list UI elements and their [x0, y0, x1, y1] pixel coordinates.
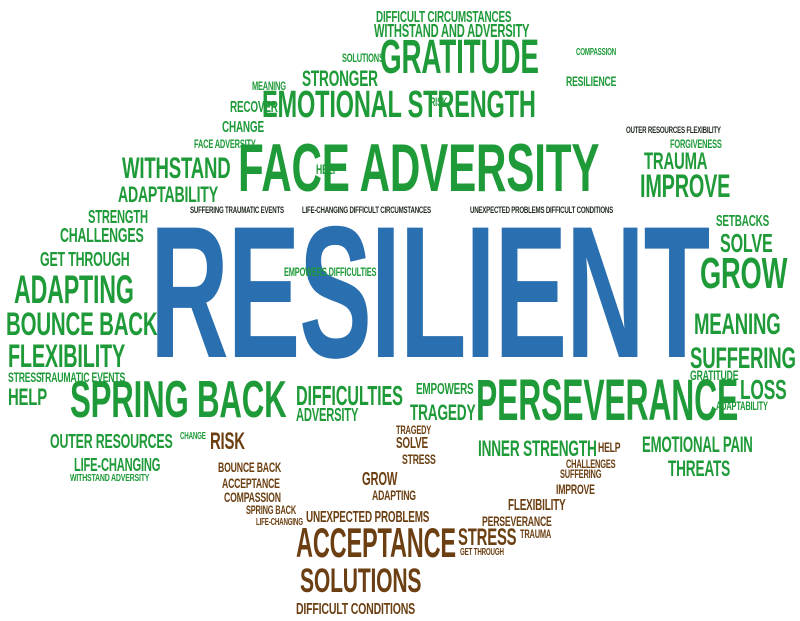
word-withstand: WITHSTAND [122, 152, 231, 185]
word-flexibility: FLEXIBILITY [8, 338, 125, 374]
word-help-brown: HELP [598, 439, 621, 455]
word-grow-brown: GROW [362, 469, 398, 489]
word-improve: IMPROVE [640, 168, 731, 204]
word-unexpected-problems: UNEXPECTED PROBLEMS [306, 509, 430, 526]
word-difficult-circumstances: DIFFICULT CIRCUMSTANCES [376, 9, 512, 26]
word-emotional-strength: EMOTIONAL STRENGTH [262, 84, 536, 126]
word-emotional-pain: EMOTIONAL PAIN [642, 432, 753, 457]
word-stronger: STRONGER [302, 66, 378, 91]
word-difficult-conditions: DIFFICULT CONDITIONS [296, 601, 416, 618]
word-loss: LOSS [740, 374, 787, 405]
word-help-green: HELP [316, 161, 339, 177]
word-acceptance-small: ACCEPTANCE [222, 475, 280, 491]
word-life-changing-difficult-circumstances: LIFE-CHANGING DIFFICULT CIRCUMSTANCES [302, 205, 431, 215]
word-recover: RECOVER [230, 99, 278, 116]
word-risk-green: RISK [430, 95, 448, 109]
word-traumatic-events: TRAUMATIC EVENTS [40, 369, 126, 385]
word-change-small: CHANGE [180, 431, 206, 442]
word-bounce-back-brown: BOUNCE BACK [218, 459, 282, 475]
word-setbacks: SETBACKS [716, 213, 770, 230]
word-solve: SOLVE [720, 228, 773, 258]
word-adaptability-small: ADAPTABILITY [716, 399, 768, 413]
word-resilience: RESILIENCE [566, 73, 617, 89]
word-stress: STRESS [8, 369, 42, 385]
word-resilient: RESILIENT [150, 187, 710, 397]
word-risk-brown: RISK [210, 428, 245, 455]
word-difficulties: DIFFICULTIES [296, 380, 403, 411]
word-trauma: TRAUMA [644, 148, 708, 175]
word-trauma-brown: TRAUMA [520, 527, 552, 541]
word-unexpected-problems-difficult-conditions: UNEXPECTED PROBLEMS DIFFICULT CONDITIONS [470, 205, 614, 215]
word-adversity: ADVERSITY [296, 405, 359, 425]
word-compassion-brown: COMPASSION [224, 489, 281, 505]
word-inner-strength: INNER STRENGTH [478, 436, 597, 461]
word-adapting: ADAPTING [14, 268, 134, 312]
word-outer-resources: OUTER RESOURCES [50, 431, 173, 453]
word-change: CHANGE [222, 119, 264, 136]
word-stress-brown-small: STRESS [402, 451, 436, 467]
word-withstand-and-adversity: WITHSTAND AND ADVERSITY [374, 21, 530, 41]
word-flexibility-brown: FLEXIBILITY [508, 497, 566, 514]
word-spring-back: SPRING BACK [70, 371, 287, 429]
word-improve-brown: IMPROVE [556, 481, 595, 497]
word-solutions: SOLUTIONS [300, 562, 422, 600]
word-adaptability: ADAPTABILITY [118, 182, 218, 207]
word-help: HELP [8, 384, 47, 411]
word-grow: GROW [700, 249, 788, 298]
word-solutions-small: SOLUTIONS [342, 51, 384, 65]
word-get-through: GET THROUGH [40, 249, 130, 271]
word-strength: STRENGTH [88, 207, 148, 227]
word-perseverance-brown: PERSEVERANCE [482, 513, 552, 529]
word-meaning: MEANING [694, 308, 781, 341]
word-suffering: SUFFERING [690, 342, 796, 375]
word-life-changing: LIFE-CHANGING [74, 455, 161, 475]
word-face-adversity: FACE ADVERSITY [238, 130, 600, 206]
word-suffering-brown: SUFFERING [560, 467, 602, 481]
word-outer-resources-flexibility: OUTER RESOURCES FLEXIBILITY [626, 125, 721, 135]
word-acceptance: ACCEPTANCE [296, 519, 456, 566]
word-empowers: EMPOWERS [416, 381, 474, 398]
word-forgiveness: FORGIVENESS [670, 137, 722, 151]
word-compassion: COMPASSION [576, 47, 617, 58]
word-empowers-difficulties: EMPOWERS DIFFICULTIES [284, 265, 377, 279]
word-tragedy: TRAGEDY [410, 400, 476, 425]
word-spring-back-brown: SPRING BACK [246, 503, 297, 517]
word-threats: THREATS [668, 456, 731, 481]
word-gratitude: GRATITUDE [380, 31, 539, 84]
word-get-through-brown: GET THROUGH [460, 547, 504, 558]
word-challenges-brown: CHALLENGES [566, 457, 616, 471]
word-tragedy-brown: TRAGEDY [396, 423, 432, 437]
word-gratitude-small: GRATITUDE [690, 367, 739, 383]
word-life-changing-brown: LIFE-CHANGING [256, 517, 303, 528]
word-bounce-back: BOUNCE BACK [6, 306, 158, 342]
word-perseverance: PERSEVERANCE [476, 368, 739, 433]
word-suffering-traumatic-events: SUFFERING TRAUMATIC EVENTS [190, 205, 284, 215]
word-withstand-adversity: WITHSTAND ADVERSITY [70, 473, 150, 484]
word-face-adversity-small: FACE ADVERSITY [194, 137, 256, 151]
word-challenges: CHALLENGES [60, 225, 144, 247]
word-stress-brown: STRESS [458, 524, 517, 551]
word-adapting-brown: ADAPTING [372, 487, 416, 503]
word-meaning-small: MEANING [252, 79, 286, 93]
word-solve-brown: SOLVE [396, 435, 428, 452]
